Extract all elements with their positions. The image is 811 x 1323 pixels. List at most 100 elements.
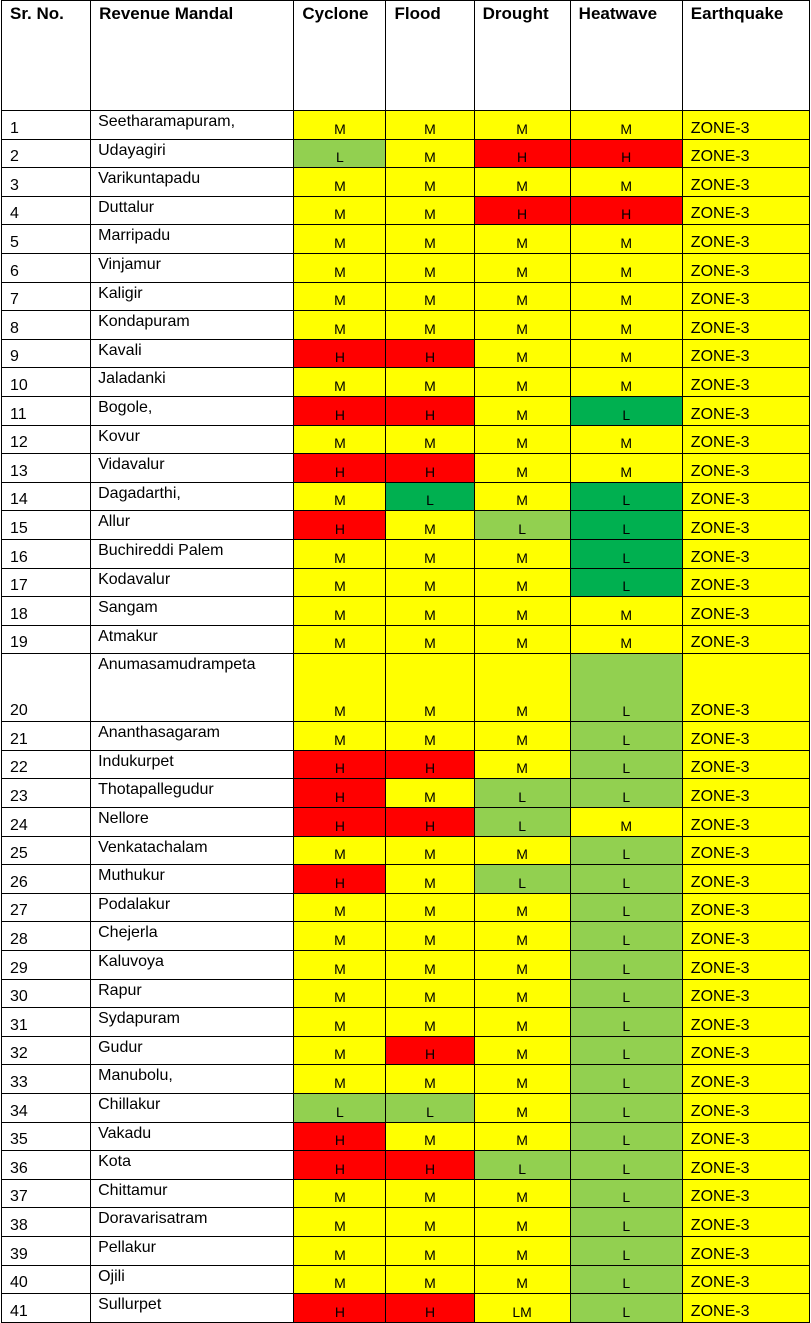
- flood-risk-cell: M: [385, 1064, 475, 1094]
- heatwave-risk-cell: L: [569, 538, 683, 569]
- cyclone-risk-cell: M: [293, 721, 387, 751]
- heatwave-risk-cell: L: [569, 978, 683, 1009]
- drought-risk-cell: M: [473, 1064, 571, 1094]
- cyclone-risk-cell: M: [293, 110, 387, 140]
- table-row: 14 Dagadarthi, M L M L ZONE-3: [0, 481, 811, 512]
- heatwave-risk-cell: L: [569, 510, 683, 540]
- heatwave-risk-cell: M: [569, 624, 683, 655]
- header-sr-no: Sr. No.: [0, 0, 92, 111]
- mandal-cell: Ojili: [90, 1264, 295, 1295]
- earthquake-zone-cell: ZONE-3: [681, 310, 811, 340]
- heatwave-risk-cell: M: [569, 110, 683, 140]
- cyclone-risk-cell: M: [293, 596, 387, 626]
- table-row: 37 Chittamur M M M L ZONE-3: [0, 1178, 811, 1209]
- table-row: 2 Udayagiri L M H H ZONE-3: [0, 138, 811, 169]
- table-row: 36 Kota H H L L ZONE-3: [0, 1150, 811, 1180]
- heatwave-risk-cell: L: [569, 721, 683, 751]
- table-row: 6 Vinjamur M M M M ZONE-3: [0, 252, 811, 283]
- flood-risk-cell: M: [385, 252, 475, 283]
- cyclone-risk-cell: M: [293, 252, 387, 283]
- drought-risk-cell: H: [473, 138, 571, 169]
- table-row: 8 Kondapuram M M M M ZONE-3: [0, 310, 811, 340]
- table-row: 9 Kavali H H M M ZONE-3: [0, 338, 811, 369]
- drought-risk-cell: M: [473, 281, 571, 312]
- table-body: 1 Seetharamapuram, M M M M ZONE-3 2 Udayagiri L M H…: [0, 110, 811, 1323]
- earthquake-zone-cell: ZONE-3: [681, 167, 811, 197]
- flood-risk-cell: M: [385, 978, 475, 1009]
- sr-no-cell: 7: [0, 281, 92, 312]
- heatwave-risk-cell: L: [569, 950, 683, 980]
- drought-risk-cell: M: [473, 453, 571, 483]
- heatwave-risk-cell: L: [569, 835, 683, 866]
- earthquake-zone-cell: ZONE-3: [681, 624, 811, 655]
- mandal-cell: Atmakur: [90, 624, 295, 655]
- heatwave-risk-cell: L: [569, 653, 683, 723]
- sr-no-cell: 19: [0, 624, 92, 655]
- cyclone-risk-cell: M: [293, 1035, 387, 1066]
- mandal-cell: Udayagiri: [90, 138, 295, 169]
- earthquake-zone-cell: ZONE-3: [681, 110, 811, 140]
- mandal-cell: Gudur: [90, 1035, 295, 1066]
- heatwave-risk-cell: L: [569, 1293, 683, 1323]
- mandal-cell: Varikuntapadu: [90, 167, 295, 197]
- table-row: 38 Doravarisatram M M M L ZONE-3: [0, 1207, 811, 1237]
- sr-no-cell: 16: [0, 538, 92, 569]
- table-row: 16 Buchireddi Palem M M M L ZONE-3: [0, 538, 811, 569]
- table-row: 4 Duttalur M M H H ZONE-3: [0, 195, 811, 226]
- heatwave-risk-cell: L: [569, 395, 683, 426]
- cyclone-risk-cell: M: [293, 1235, 387, 1266]
- flood-risk-cell: M: [385, 138, 475, 169]
- table-row: 24 Nellore H H L M ZONE-3: [0, 807, 811, 837]
- sr-no-cell: 21: [0, 721, 92, 751]
- flood-risk-cell: M: [385, 721, 475, 751]
- heatwave-risk-cell: L: [569, 481, 683, 512]
- drought-risk-cell: M: [473, 1178, 571, 1209]
- cyclone-risk-cell: M: [293, 1178, 387, 1209]
- sr-no-cell: 39: [0, 1235, 92, 1266]
- earthquake-zone-cell: ZONE-3: [681, 1150, 811, 1180]
- earthquake-zone-cell: ZONE-3: [681, 481, 811, 512]
- heatwave-risk-cell: L: [569, 778, 683, 809]
- mandal-cell: Muthukur: [90, 864, 295, 894]
- cyclone-risk-cell: M: [293, 624, 387, 655]
- mandal-cell: Anumasamudrampeta: [90, 653, 295, 723]
- sr-no-cell: 41: [0, 1293, 92, 1323]
- flood-risk-cell: M: [385, 1007, 475, 1037]
- mandal-cell: Kondapuram: [90, 310, 295, 340]
- mandal-cell: Vinjamur: [90, 252, 295, 283]
- cyclone-risk-cell: M: [293, 195, 387, 226]
- earthquake-zone-cell: ZONE-3: [681, 1093, 811, 1123]
- earthquake-zone-cell: ZONE-3: [681, 1235, 811, 1266]
- flood-risk-cell: M: [385, 224, 475, 254]
- mandal-cell: Kaluvoya: [90, 950, 295, 980]
- cyclone-risk-cell: H: [293, 864, 387, 894]
- earthquake-zone-cell: ZONE-3: [681, 1178, 811, 1209]
- drought-risk-cell: M: [473, 1264, 571, 1295]
- drought-risk-cell: M: [473, 1035, 571, 1066]
- heatwave-risk-cell: M: [569, 224, 683, 254]
- earthquake-zone-cell: ZONE-3: [681, 1007, 811, 1037]
- heatwave-risk-cell: M: [569, 281, 683, 312]
- earthquake-zone-cell: ZONE-3: [681, 424, 811, 455]
- mandal-cell: Buchireddi Palem: [90, 538, 295, 569]
- table-row: 1 Seetharamapuram, M M M M ZONE-3: [0, 110, 811, 140]
- flood-risk-cell: M: [385, 950, 475, 980]
- earthquake-zone-cell: ZONE-3: [681, 864, 811, 894]
- earthquake-zone-cell: ZONE-3: [681, 835, 811, 866]
- drought-risk-cell: M: [473, 424, 571, 455]
- flood-risk-cell: H: [385, 453, 475, 483]
- drought-risk-cell: M: [473, 367, 571, 397]
- flood-risk-cell: M: [385, 596, 475, 626]
- cyclone-risk-cell: H: [293, 807, 387, 837]
- earthquake-zone-cell: ZONE-3: [681, 1264, 811, 1295]
- cyclone-risk-cell: M: [293, 892, 387, 923]
- cyclone-risk-cell: M: [293, 567, 387, 598]
- table-row: 35 Vakadu H M M L ZONE-3: [0, 1121, 811, 1152]
- earthquake-zone-cell: ZONE-3: [681, 538, 811, 569]
- earthquake-zone-cell: ZONE-3: [681, 252, 811, 283]
- heatwave-risk-cell: L: [569, 864, 683, 894]
- drought-risk-cell: M: [473, 538, 571, 569]
- cyclone-risk-cell: M: [293, 1064, 387, 1094]
- sr-no-cell: 37: [0, 1178, 92, 1209]
- table-row: 10 Jaladanki M M M M ZONE-3: [0, 367, 811, 397]
